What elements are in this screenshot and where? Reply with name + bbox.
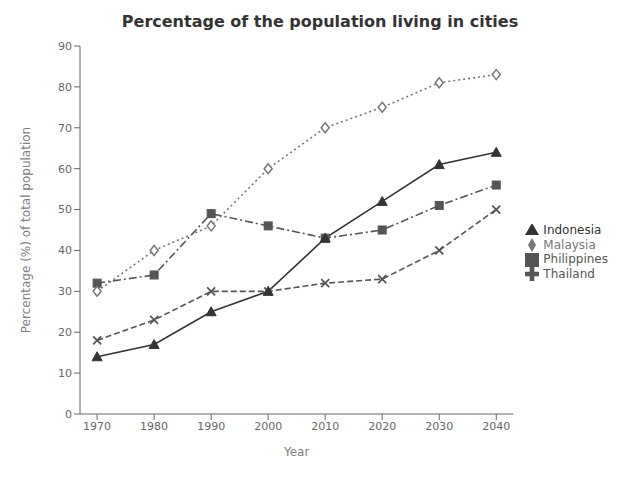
svg-text:60: 60 xyxy=(58,163,72,176)
svg-text:2040: 2040 xyxy=(482,420,510,433)
html-text:Thailand: Thailand xyxy=(543,266,595,281)
svg-text:2000: 2000 xyxy=(254,420,282,433)
svg-text:40: 40 xyxy=(58,244,72,257)
html-text:Philippines: Philippines xyxy=(543,252,608,266)
svg-text:0: 0 xyxy=(65,408,72,421)
svg-text:70: 70 xyxy=(58,122,72,135)
svg-text:1990: 1990 xyxy=(197,420,225,433)
html-text:Indonesia: Indonesia xyxy=(543,223,602,237)
svg-text:2030: 2030 xyxy=(425,420,453,433)
svg-text:Year: Year xyxy=(283,445,309,459)
svg-text:2010: 2010 xyxy=(311,420,339,433)
svg-text:80: 80 xyxy=(58,81,72,94)
html-text:Percentage of the population l: Percentage of the population living in c… xyxy=(121,12,519,31)
svg-text:20: 20 xyxy=(58,326,72,339)
svg-text:Percentage (%) of total popula: Percentage (%) of total population xyxy=(19,127,33,333)
svg-text:10: 10 xyxy=(58,367,72,380)
html-text:Malaysia: Malaysia xyxy=(543,237,596,252)
svg-text:90: 90 xyxy=(58,40,72,53)
svg-text:1980: 1980 xyxy=(140,420,168,433)
svg-text:2020: 2020 xyxy=(368,420,396,433)
svg-text:50: 50 xyxy=(58,203,72,216)
svg-text:1970: 1970 xyxy=(83,420,111,433)
svg-text:30: 30 xyxy=(58,285,72,298)
